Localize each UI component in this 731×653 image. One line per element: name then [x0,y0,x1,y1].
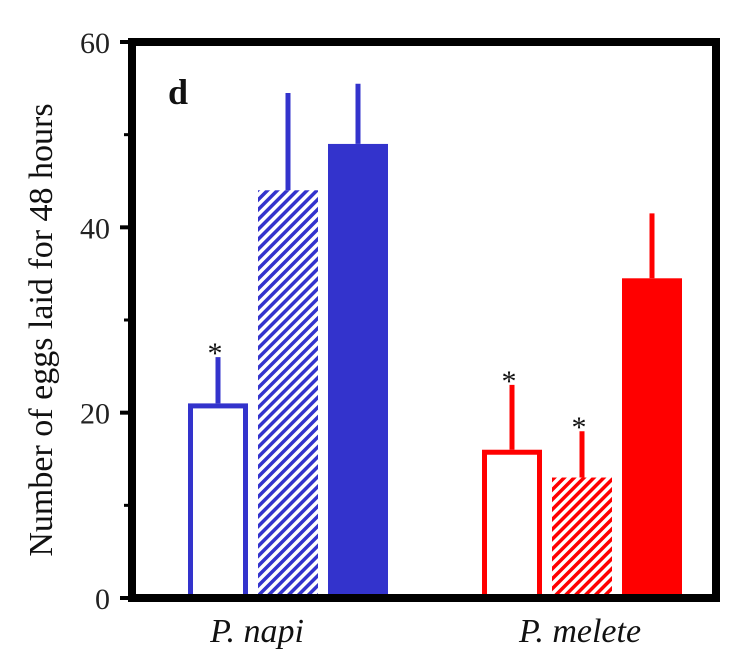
y-tick-label-20: 20 [80,398,110,431]
significance-star-p-napi-open: * [208,337,223,370]
bar-p-napi-solid [328,144,388,598]
bar-p-melete-solid [622,278,682,598]
category-label-p-napi: P. napi [209,613,304,650]
panel-label: d [168,72,188,112]
significance-star-p-melete-hatched: * [572,411,587,444]
bar-p-napi-open [191,406,246,598]
y-tick-label-40: 40 [80,212,110,245]
bar-p-melete-hatched [552,478,612,598]
significance-star-p-melete-open: * [502,365,517,398]
bar-p-napi-hatched [258,190,318,598]
category-label-p-melete: P. melete [518,613,641,650]
y-axis-ticks: 0 20 40 60 [80,27,132,616]
y-tick-label-0: 0 [95,583,110,616]
y-axis-label: Number of eggs laid for 48 hours [23,103,60,556]
chart-marks: * * * [191,84,683,598]
y-tick-label-60: 60 [80,27,110,60]
bar-p-melete-open [485,452,540,598]
